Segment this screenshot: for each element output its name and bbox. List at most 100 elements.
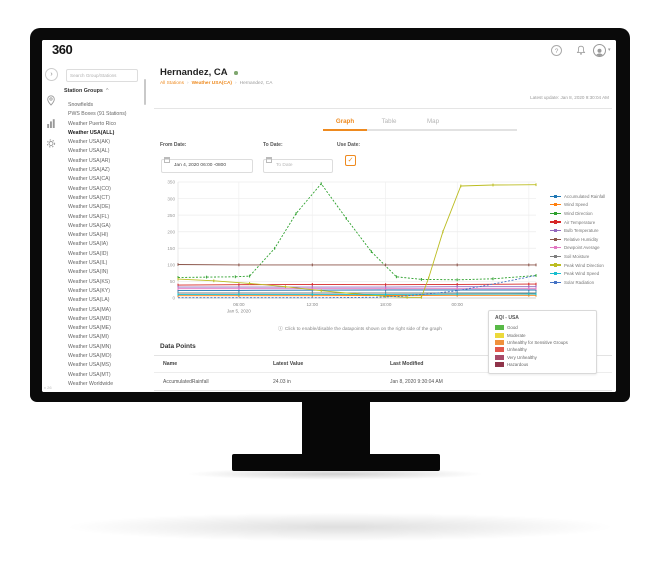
legend-swatch-icon bbox=[550, 211, 561, 216]
aqi-color-swatch bbox=[495, 362, 504, 368]
legend-label: Peak Wind Speed bbox=[564, 271, 600, 277]
weather-line-chart[interactable]: 0 50 100 150 200 250 300 350 06:00 Jan 5, 2020 12:… bbox=[164, 176, 556, 316]
sidebar-item[interactable]: Weather USA(IN) bbox=[68, 269, 109, 276]
sidebar-item[interactable]: Weather USA(LA) bbox=[68, 297, 110, 304]
sidebar-item[interactable]: Weather USA(AK) bbox=[68, 139, 110, 146]
sidebar-item[interactable]: Weather USA(MI) bbox=[68, 334, 109, 341]
sidebar-item[interactable]: Weather USA(MS) bbox=[68, 362, 111, 369]
sidebar-item[interactable]: Weather USA(MO) bbox=[68, 353, 112, 360]
legend-item[interactable]: Peak Wind Direction bbox=[550, 261, 616, 270]
sidebar-item[interactable]: Weather USA(KY) bbox=[68, 287, 110, 294]
sidebar-item[interactable]: Weather USA(CO) bbox=[68, 185, 111, 192]
aqi-label: Very Unhealthy bbox=[507, 354, 537, 360]
legend-item[interactable]: Wind Speed bbox=[550, 201, 616, 210]
breadcrumb: All Stations › Weather USA(CA) › Hernand… bbox=[160, 81, 272, 86]
sidebar-item[interactable]: Snowfields bbox=[68, 102, 94, 108]
sidebar-item[interactable]: Weather USA(ID) bbox=[68, 250, 109, 257]
page-title: Hernandez, CA bbox=[160, 67, 228, 78]
sidebar-item[interactable]: Weather USA(AR) bbox=[68, 157, 111, 164]
legend-item[interactable]: Wind Direction bbox=[550, 209, 616, 218]
legend-swatch-icon bbox=[550, 228, 561, 233]
legend-item[interactable]: Peak Wind Speed bbox=[550, 269, 616, 278]
from-date-label: From Date: bbox=[160, 142, 187, 148]
sidebar-item[interactable]: Weather USA(KS) bbox=[68, 278, 110, 285]
sidebar-item[interactable]: Weather USA(ALL) bbox=[68, 129, 115, 136]
sidebar-item[interactable]: Weather USA(ME) bbox=[68, 325, 111, 332]
sidebar-item[interactable]: Weather USA(MA) bbox=[68, 306, 111, 313]
sidebar-item[interactable]: Weather USA(IL) bbox=[68, 260, 108, 267]
aqi-legend-row: Very Unhealthy bbox=[495, 354, 590, 361]
use-date-checkbox[interactable]: ✓ bbox=[345, 155, 356, 166]
tab-graph[interactable]: Graph bbox=[335, 118, 355, 125]
sidebar-item[interactable]: Weather USA(AZ) bbox=[68, 167, 110, 174]
from-date-input[interactable] bbox=[161, 158, 253, 173]
sidebar-scrollbar[interactable] bbox=[144, 79, 146, 105]
chevron-down-icon[interactable]: ▾ bbox=[608, 47, 611, 53]
breadcrumb-separator: › bbox=[187, 81, 189, 86]
notifications-bell-icon[interactable] bbox=[576, 45, 586, 56]
sidebar-item[interactable]: Weather USA(CA) bbox=[68, 176, 111, 183]
breadcrumb-all-stations[interactable]: All Stations bbox=[160, 81, 184, 86]
svg-text:350: 350 bbox=[167, 180, 175, 185]
svg-text:150: 150 bbox=[167, 246, 175, 251]
aqi-legend-row: Moderate bbox=[495, 331, 590, 338]
legend-item[interactable]: Soil Moisture bbox=[550, 252, 616, 261]
table-column-header: Name bbox=[163, 361, 178, 367]
sidebar-item[interactable]: PWS Boxes (91 Stations) bbox=[68, 111, 127, 118]
sidebar-item[interactable]: Weather USA(MN) bbox=[68, 343, 112, 350]
monitor-frame: 360 ? ▾ › bbox=[30, 28, 630, 402]
help-icon[interactable]: ? bbox=[551, 45, 562, 56]
monitor-base bbox=[232, 454, 440, 471]
table-body: AccumulatedRainfall 24.03 in Jan 8, 2020 9… bbox=[154, 373, 612, 391]
legend-swatch-icon bbox=[550, 220, 561, 225]
aqi-legend-items: Good Moderate Unhealthy for Sensitive Grou… bbox=[495, 324, 590, 368]
search-input[interactable] bbox=[66, 69, 138, 82]
aqi-color-swatch bbox=[495, 325, 504, 331]
svg-text:50: 50 bbox=[170, 279, 176, 284]
sidebar-item[interactable]: Weather USA(FL) bbox=[68, 213, 110, 220]
to-date-input[interactable] bbox=[263, 158, 333, 173]
svg-text:00:00: 00:00 bbox=[451, 302, 463, 307]
settings-gear-icon[interactable] bbox=[46, 138, 56, 149]
tab-map[interactable]: Map bbox=[426, 118, 440, 125]
sidebar-item[interactable]: Weather USA(HI) bbox=[68, 232, 109, 239]
sidebar-item[interactable]: Weather Puerto Rico bbox=[68, 120, 117, 127]
app-screen: 360 ? ▾ › bbox=[42, 40, 616, 392]
legend-item[interactable]: Solar Radiation bbox=[550, 278, 616, 287]
map-pin-icon[interactable] bbox=[46, 95, 56, 106]
sidebar-item[interactable]: Weather USA(CT) bbox=[68, 194, 110, 201]
legend-label: Bulb Temperature bbox=[564, 228, 599, 234]
svg-text:Jan 5, 2020: Jan 5, 2020 bbox=[227, 309, 251, 314]
sidebar-item[interactable]: Weather USA(MD) bbox=[68, 315, 112, 322]
latest-update-text: Latest update: Jan 8, 2020 9:30:04 AM bbox=[530, 95, 609, 100]
svg-text:100: 100 bbox=[167, 263, 175, 268]
aqi-color-swatch bbox=[495, 347, 504, 353]
svg-text:250: 250 bbox=[167, 213, 175, 218]
tab-table[interactable]: Table bbox=[381, 118, 397, 125]
legend-item[interactable]: Air Temperature bbox=[550, 218, 616, 227]
sidebar-item[interactable]: Weather Worldwide bbox=[68, 380, 114, 387]
brand-logo[interactable]: 360 bbox=[52, 42, 73, 57]
divider bbox=[154, 108, 612, 109]
sidebar-item[interactable]: Weather USA(DE) bbox=[68, 204, 111, 211]
sidebar-item[interactable]: Weather USA(MT) bbox=[68, 371, 111, 378]
legend-item[interactable]: Accumulated Rainfall bbox=[550, 192, 616, 201]
legend-label: Dewpoint Average bbox=[564, 245, 600, 251]
sidebar-item[interactable]: Weather USA(AL) bbox=[68, 148, 110, 155]
legend-item[interactable]: Dewpoint Average bbox=[550, 244, 616, 253]
bar-chart-icon[interactable] bbox=[46, 118, 56, 129]
legend-item[interactable]: Relative Humidity bbox=[550, 235, 616, 244]
collapse-caret-icon: ^ bbox=[105, 88, 109, 94]
legend-swatch-icon bbox=[550, 280, 561, 285]
tab-underline-track bbox=[367, 129, 517, 131]
sidebar-collapse-button[interactable]: › bbox=[45, 68, 58, 81]
sidebar-item[interactable]: Weather USA(GA) bbox=[68, 222, 111, 229]
station-groups-header[interactable]: Station Groups ^ bbox=[64, 88, 109, 94]
app-header: 360 ? ▾ bbox=[42, 40, 616, 62]
sidebar-item[interactable]: Weather USA(IA) bbox=[68, 241, 108, 248]
calendar-icon bbox=[164, 157, 170, 163]
breadcrumb-group[interactable]: Weather USA(CA) bbox=[191, 81, 233, 86]
user-avatar-icon[interactable] bbox=[593, 44, 606, 57]
legend-item[interactable]: Bulb Temperature bbox=[550, 226, 616, 235]
legend-label: Wind Direction bbox=[564, 210, 593, 216]
